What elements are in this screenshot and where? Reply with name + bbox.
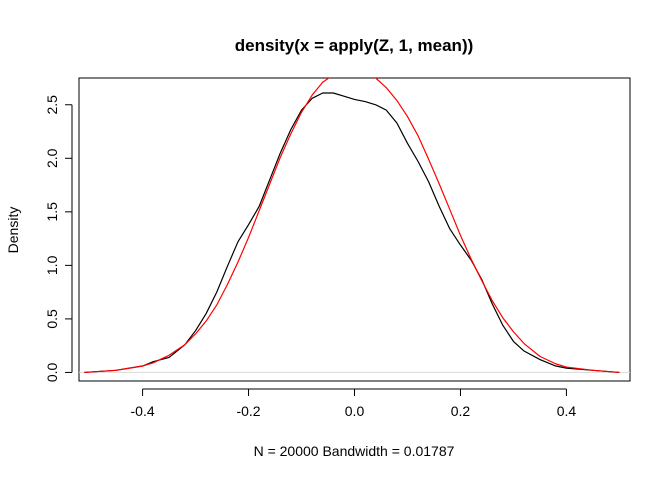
chart-title: density(x = apply(Z, 1, mean)) xyxy=(235,36,474,55)
y-tick-label: 1.5 xyxy=(44,202,60,222)
x-axis: -0.4 -0.2 0.0 0.2 0.4 xyxy=(131,388,577,419)
x-tick-label: 0.4 xyxy=(557,403,577,419)
x-axis-label: N = 20000 Bandwidth = 0.01787 xyxy=(254,443,455,459)
normal-curve xyxy=(84,78,620,374)
density-curve xyxy=(84,92,620,374)
y-tick-label: 2.0 xyxy=(44,148,60,168)
y-tick-label: 0.5 xyxy=(44,309,60,329)
y-tick-label: 1.0 xyxy=(44,255,60,275)
y-tick-label: 2.5 xyxy=(44,95,60,115)
x-tick-label: -0.4 xyxy=(131,403,155,419)
y-axis: 0.0 0.5 1.0 1.5 2.0 2.5 xyxy=(44,95,73,382)
curve-layer xyxy=(84,78,620,374)
plot-box xyxy=(78,77,631,382)
y-axis-label: Density xyxy=(5,207,21,254)
y-tick-label: 0.0 xyxy=(44,362,60,382)
x-tick-label: -0.2 xyxy=(236,403,260,419)
x-tick-label: 0.0 xyxy=(345,403,365,419)
x-tick-label: 0.2 xyxy=(451,403,471,419)
